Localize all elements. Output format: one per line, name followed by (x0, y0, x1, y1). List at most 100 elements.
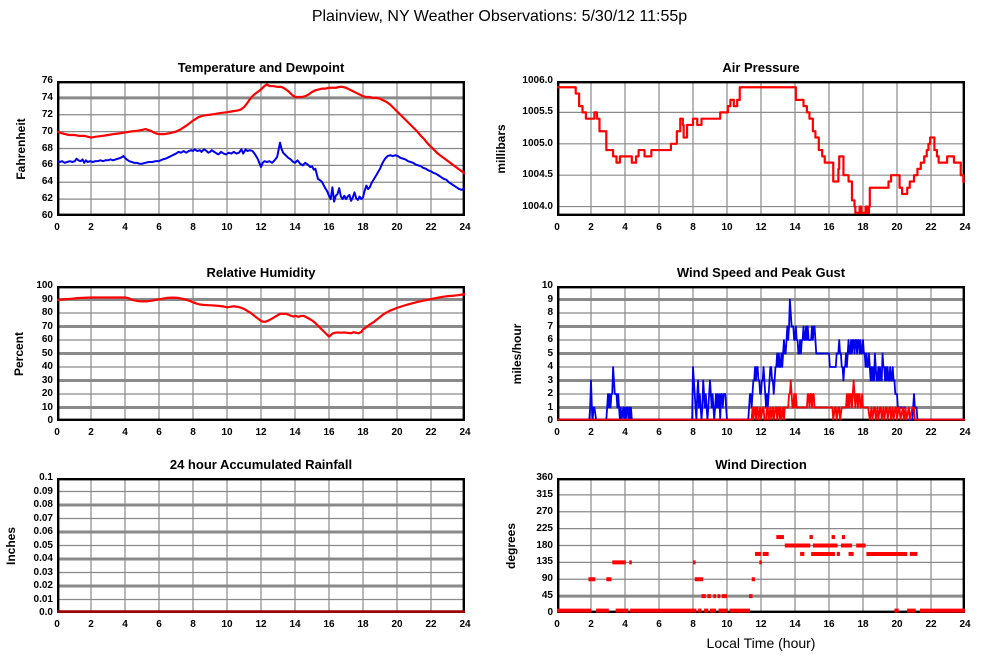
chart-title: Wind Direction (715, 457, 807, 472)
y-tick-label: 90 (41, 293, 53, 305)
y-tick-label: 0.03 (33, 566, 53, 578)
x-tick-label: 6 (656, 619, 662, 630)
y-tick-label: 0.01 (33, 593, 53, 605)
air-pressure-plot (557, 81, 965, 216)
chart-title: Wind Speed and Peak Gust (676, 265, 846, 280)
y-tick-label: 270 (536, 505, 553, 517)
x-tick-label: 22 (425, 619, 437, 630)
x-tick-label: 24 (459, 222, 471, 233)
y-tick-label: 2 (547, 388, 553, 399)
y-tick-label: 10 (41, 401, 53, 413)
x-tick-label: 12 (255, 222, 267, 233)
y-tick-label: 62 (41, 193, 53, 205)
y-tick-label: 76 (41, 75, 53, 86)
x-tick-label: 14 (789, 427, 801, 438)
x-tick-label: 16 (323, 427, 335, 438)
x-tick-label: 12 (755, 619, 767, 630)
y-tick-label: 225 (536, 522, 553, 534)
x-tick-label: 2 (88, 222, 94, 233)
temperature-dewpoint-plot (57, 81, 465, 216)
y-tick-label: 315 (536, 488, 553, 500)
y-tick-label: 0.06 (33, 526, 53, 537)
x-tick-label: 2 (588, 222, 594, 233)
y-tick-label: 60 (41, 210, 53, 221)
x-tick-label: 18 (357, 619, 369, 630)
page-title: Plainview, NY Weather Observations: 5/30… (311, 8, 688, 25)
y-tick-label: 66 (41, 159, 53, 171)
y-tick-label: 70 (41, 320, 53, 332)
y-tick-label: 74 (41, 91, 53, 103)
x-tick-label: 22 (925, 427, 937, 438)
x-tick-label: 20 (891, 619, 903, 630)
x-tick-label: 6 (156, 619, 162, 630)
wind-speed-gust-plot (557, 286, 965, 421)
x-tick-label: 14 (789, 619, 801, 630)
x-tick-label: 24 (959, 427, 971, 438)
y-tick-label: 0.1 (39, 472, 53, 483)
y-tick-label: 70 (41, 125, 53, 137)
peak-gust-series-line (557, 298, 965, 421)
y-tick-label: 6 (547, 334, 553, 345)
y-tick-label: 60 (41, 334, 53, 345)
y-tick-label: 1004.0 (522, 200, 553, 212)
x-tick-label: 18 (357, 427, 369, 438)
y-tick-label: 180 (536, 539, 553, 551)
x-tick-label: 12 (755, 427, 767, 438)
x-tick-label: 18 (857, 222, 869, 233)
y-tick-label: 50 (41, 347, 53, 359)
y-tick-label: 135 (536, 556, 553, 568)
x-tick-label: 0 (54, 427, 60, 438)
y-tick-label: 7 (547, 320, 553, 332)
y-tick-label: 90 (541, 573, 553, 585)
y-tick-label: 4 (547, 361, 553, 372)
x-tick-label: 18 (357, 222, 369, 233)
x-tick-label: 4 (622, 427, 628, 438)
x-tick-label: 0 (554, 222, 560, 233)
rainfall-plot (57, 478, 465, 613)
x-tick-label: 2 (588, 619, 594, 630)
y-tick-label: 1 (547, 401, 553, 413)
x-tick-label: 20 (891, 427, 903, 438)
chart-title: Relative Humidity (206, 265, 316, 280)
y-tick-label: 45 (541, 590, 553, 602)
x-tick-label: 6 (656, 427, 662, 438)
y-tick-label: 0.0 (39, 607, 53, 618)
y-tick-label: 30 (41, 374, 53, 386)
x-tick-label: 24 (959, 619, 971, 630)
x-tick-label: 10 (721, 427, 733, 438)
x-tick-label: 14 (289, 427, 301, 438)
y-tick-label: 10 (541, 280, 553, 291)
y-tick-label: 0.08 (33, 499, 53, 510)
y-tick-label: 0 (47, 415, 53, 426)
y-tick-label: 0.05 (33, 539, 53, 551)
x-tick-label: 24 (959, 222, 971, 233)
x-tick-label: 4 (622, 222, 628, 233)
x-tick-label: 20 (391, 222, 403, 233)
y-tick-label: 1005.0 (522, 137, 553, 149)
x-tick-label: 18 (857, 619, 869, 630)
x-tick-label: 10 (221, 427, 233, 438)
x-tick-label: 0 (54, 619, 60, 630)
x-tick-label: 10 (721, 222, 733, 233)
x-tick-label: 4 (122, 222, 128, 233)
y-tick-label: 1005.5 (522, 106, 553, 118)
x-tick-label: 22 (925, 222, 937, 233)
y-tick-label: 0 (547, 415, 553, 426)
y-tick-label: 40 (41, 361, 53, 372)
y-tick-label: 8 (547, 307, 553, 318)
x-tick-label: 2 (88, 427, 94, 438)
chart-title: 24 hour Accumulated Rainfall (169, 457, 353, 472)
x-tick-label: 12 (255, 427, 267, 438)
y-tick-label: 1004.5 (522, 169, 553, 181)
temperature-series-line (57, 83, 465, 175)
y-tick-label: 0.04 (33, 553, 53, 564)
x-tick-label: 22 (425, 222, 437, 233)
x-tick-label: 4 (122, 619, 128, 630)
y-tick-label: 5 (547, 347, 553, 359)
chart-title: Air Pressure (722, 60, 800, 75)
x-tick-label: 16 (823, 427, 835, 438)
x-tick-label: 0 (554, 619, 560, 630)
wind-speed-series-line (557, 379, 965, 421)
x-tick-label: 8 (690, 619, 696, 630)
